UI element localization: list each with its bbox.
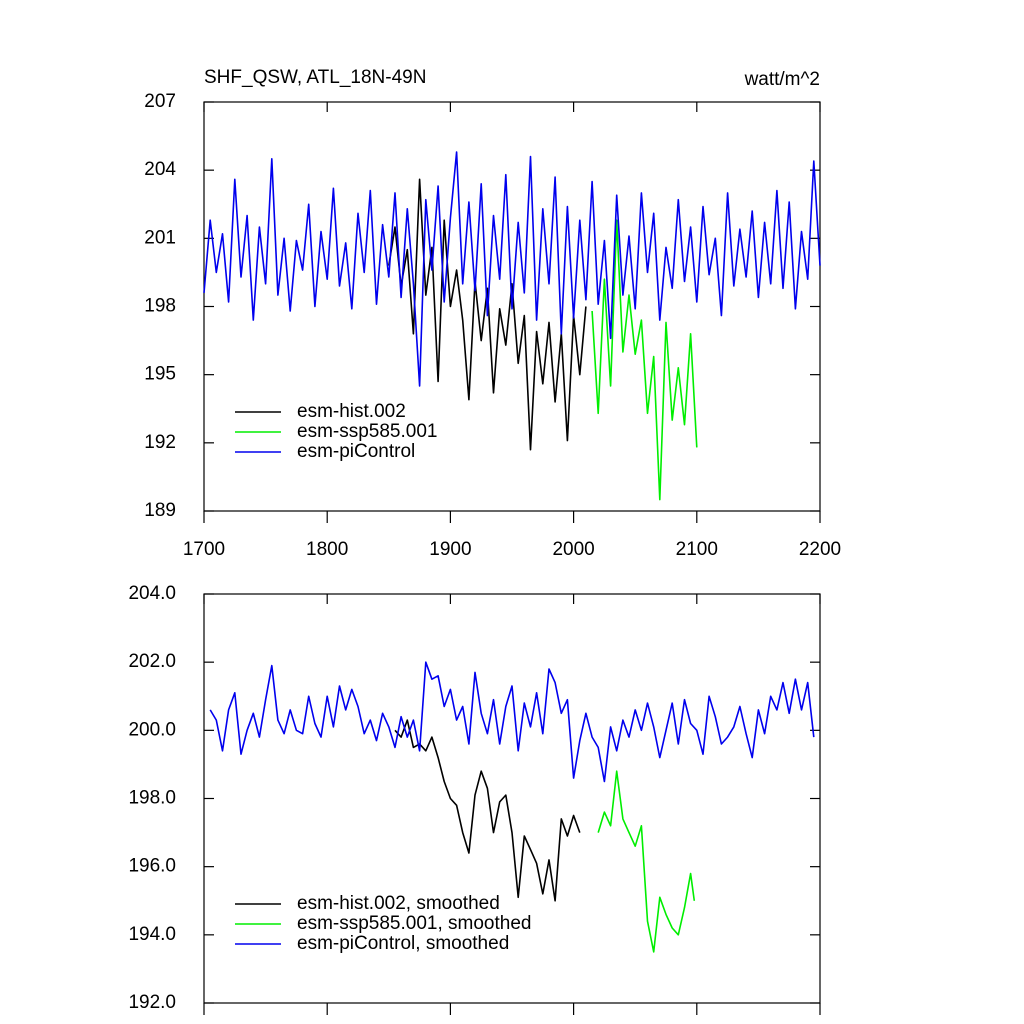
legend-label: esm-hist.002, smoothed: [297, 893, 500, 914]
x-tick-label: 2000: [552, 539, 594, 560]
series-line: [394, 719, 581, 902]
series-line: [597, 770, 696, 953]
y-tick-label: 204: [144, 159, 176, 180]
y-tick-label: 196.0: [128, 856, 176, 877]
x-tick-label: 1700: [183, 539, 225, 560]
legend-label: esm-hist.002: [297, 401, 406, 422]
series-line: [203, 151, 821, 387]
y-tick-label: 198: [144, 296, 176, 317]
x-tick-label: 2200: [799, 539, 841, 560]
legend-label: esm-piControl: [297, 441, 415, 462]
y-tick-label: 202.0: [128, 651, 176, 672]
series-line: [388, 178, 587, 451]
y-tick-label: 201: [144, 227, 176, 248]
legend-label: esm-piControl, smoothed: [297, 933, 509, 954]
y-tick-label: 195: [144, 364, 176, 385]
y-tick-label: 204.0: [128, 583, 176, 604]
y-tick-label: 198.0: [128, 788, 176, 809]
series-line: [591, 219, 698, 501]
y-tick-label: 189: [144, 500, 176, 521]
y-tick-label: 207: [144, 91, 176, 112]
y-tick-label: 192: [144, 432, 176, 453]
y-tick-label: 194.0: [128, 924, 176, 945]
chart-title: SHF_QSW, ATL_18N-49N: [204, 67, 426, 88]
units-label: watt/m^2: [744, 69, 820, 90]
x-tick-label: 1900: [429, 539, 471, 560]
x-tick-label: 2100: [676, 539, 718, 560]
legend-label: esm-ssp585.001: [297, 421, 437, 442]
x-tick-label: 1800: [306, 539, 348, 560]
legend-label: esm-ssp585.001, smoothed: [297, 913, 531, 934]
series-line: [209, 661, 815, 783]
y-tick-label: 200.0: [128, 719, 176, 740]
y-tick-label: 192.0: [128, 992, 176, 1013]
